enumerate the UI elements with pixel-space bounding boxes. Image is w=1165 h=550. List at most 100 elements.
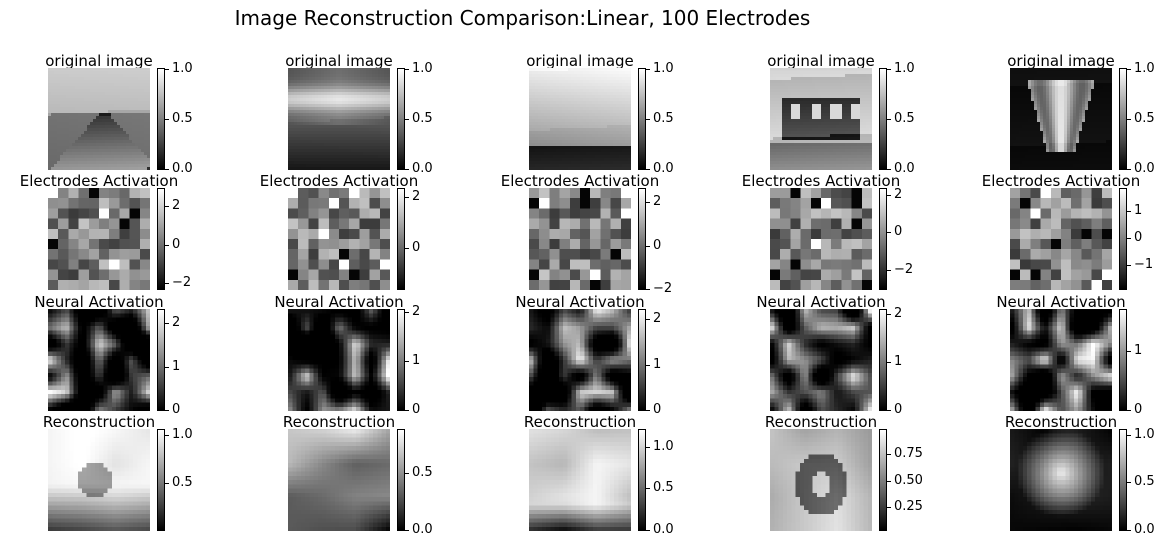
colorbar-tick-mark xyxy=(887,195,891,196)
colorbar-tick-mark xyxy=(887,481,891,482)
colorbar-tick-mark xyxy=(165,206,169,207)
panel-title: Neural Activation xyxy=(515,293,645,311)
colorbar xyxy=(879,309,887,411)
colorbar-tick-label: 1 xyxy=(1134,203,1143,218)
panel-title: Neural Activation xyxy=(756,293,886,311)
heatmap-image xyxy=(770,309,872,411)
panel-title: Reconstruction xyxy=(523,413,637,431)
colorbar-tick-mark xyxy=(1127,119,1131,120)
colorbar-tick-mark xyxy=(405,169,409,170)
panel-title: Electrodes Activation xyxy=(981,172,1141,190)
heatmap-image xyxy=(1010,68,1112,170)
colorbar xyxy=(638,429,646,531)
colorbar xyxy=(638,68,646,170)
colorbar-tick-mark xyxy=(646,119,650,120)
colorbar-tick-mark xyxy=(887,270,891,271)
colorbar-tick-label: 2 xyxy=(653,194,662,209)
colorbar-tick-mark xyxy=(165,69,169,70)
colorbar-tick-label: 1.0 xyxy=(172,61,193,76)
colorbar xyxy=(879,429,887,531)
panel-title: Neural Activation xyxy=(34,293,164,311)
colorbar-tick-label: 1.0 xyxy=(894,61,915,76)
colorbar-tick-label: 1.0 xyxy=(653,61,674,76)
colorbar-tick-mark xyxy=(887,169,891,170)
colorbar-tick-label: 0.0 xyxy=(653,522,674,537)
colorbar xyxy=(397,429,405,531)
colorbar xyxy=(1119,429,1127,531)
colorbar-tick-mark xyxy=(405,361,409,362)
colorbar-tick-label: 2 xyxy=(653,311,662,326)
colorbar-tick-mark xyxy=(646,447,650,448)
colorbar-tick-mark xyxy=(1127,410,1131,411)
panel-title: original image xyxy=(45,52,153,70)
colorbar xyxy=(1119,188,1127,290)
panel-title: Reconstruction xyxy=(282,413,396,431)
colorbar-tick-mark xyxy=(165,483,169,484)
colorbar-tick-mark xyxy=(165,367,169,368)
colorbar-tick-label: 0.25 xyxy=(894,499,923,514)
colorbar-tick-mark xyxy=(1127,435,1131,436)
colorbar-tick-mark xyxy=(1127,351,1131,352)
panel-title: Reconstruction xyxy=(1004,413,1118,431)
figure-title: Image Reconstruction Comparison:Linear, … xyxy=(234,6,811,30)
colorbar-tick-mark xyxy=(1127,482,1131,483)
colorbar-tick-label: −2 xyxy=(894,262,914,277)
heatmap-cells xyxy=(1010,429,1112,531)
heatmap-image xyxy=(770,429,872,531)
colorbar-tick-label: 0.0 xyxy=(894,161,915,176)
panel-title: original image xyxy=(285,52,393,70)
heatmap-image xyxy=(288,429,390,531)
heatmap-image xyxy=(529,68,631,170)
colorbar-tick-label: 0.75 xyxy=(894,446,923,461)
panel-title: Neural Activation xyxy=(274,293,404,311)
colorbar-tick-label: 0 xyxy=(894,224,903,239)
colorbar xyxy=(879,188,887,290)
colorbar xyxy=(1119,309,1127,411)
panel-title: Electrodes Activation xyxy=(259,172,419,190)
colorbar-tick-label: 0 xyxy=(1134,230,1143,245)
colorbar-tick-mark xyxy=(165,119,169,120)
heatmap-image xyxy=(288,68,390,170)
colorbar-tick-mark xyxy=(646,69,650,70)
colorbar-tick-label: 2 xyxy=(412,304,421,319)
colorbar-tick-label: 2 xyxy=(172,198,181,213)
colorbar-tick-mark xyxy=(646,246,650,247)
heatmap-cells xyxy=(529,309,631,411)
colorbar-tick-label: 0.5 xyxy=(172,111,193,126)
colorbar-tick-mark xyxy=(887,362,891,363)
heatmap-image xyxy=(48,309,150,411)
colorbar xyxy=(157,429,165,531)
colorbar-tick-mark xyxy=(646,169,650,170)
heatmap-image xyxy=(529,188,631,290)
colorbar-tick-label: 1 xyxy=(172,359,181,374)
colorbar-tick-mark xyxy=(1127,530,1131,531)
colorbar-tick-mark xyxy=(887,232,891,233)
colorbar-tick-label: 0 xyxy=(412,240,421,255)
heatmap-image xyxy=(529,429,631,531)
colorbar-tick-mark xyxy=(1127,169,1131,170)
colorbar-tick-label: 0.0 xyxy=(1134,161,1155,176)
colorbar-tick-label: 0.5 xyxy=(653,111,674,126)
colorbar-tick-mark xyxy=(165,435,169,436)
colorbar-tick-label: 1.0 xyxy=(412,61,433,76)
heatmap-cells xyxy=(288,68,390,170)
heatmap-cells xyxy=(288,429,390,531)
colorbar-tick-mark xyxy=(646,410,650,411)
colorbar-tick-label: 1 xyxy=(894,354,903,369)
colorbar xyxy=(157,309,165,411)
colorbar-tick-label: 0.0 xyxy=(412,522,433,537)
colorbar-tick-label: 1 xyxy=(1134,343,1143,358)
heatmap-cells xyxy=(1010,68,1112,170)
colorbar-tick-mark xyxy=(165,323,169,324)
colorbar-tick-mark xyxy=(405,530,409,531)
colorbar-tick-label: 1.0 xyxy=(1134,61,1155,76)
panel-title: Electrodes Activation xyxy=(19,172,179,190)
heatmap-image xyxy=(48,429,150,531)
colorbar-tick-label: 0.5 xyxy=(412,465,433,480)
colorbar xyxy=(397,309,405,411)
colorbar-tick-mark xyxy=(405,410,409,411)
panel-title: Neural Activation xyxy=(996,293,1126,311)
colorbar-tick-mark xyxy=(887,119,891,120)
colorbar-tick-label: 2 xyxy=(172,315,181,330)
heatmap-cells xyxy=(48,429,150,531)
